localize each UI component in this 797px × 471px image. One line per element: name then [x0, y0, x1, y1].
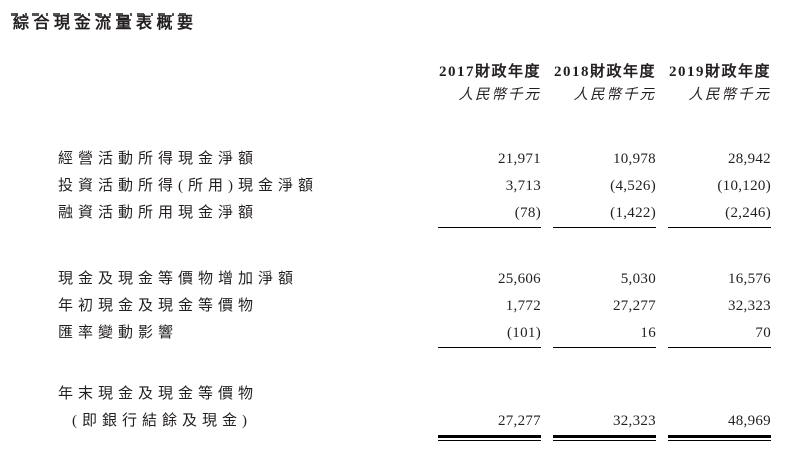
double-rule	[438, 435, 541, 441]
single-rule	[438, 227, 541, 228]
table-row-cash-at-end-of-year: 年末現金及現金等價物	[58, 381, 771, 408]
spacer-row	[58, 108, 771, 146]
double-rule	[553, 435, 656, 441]
single-rule	[668, 347, 771, 348]
section-rule-row	[58, 347, 771, 355]
cell-value: 27,277	[612, 298, 656, 314]
cell-value: (10,120)	[717, 178, 771, 194]
cell-value: 32,323	[727, 298, 771, 314]
cropped-text-remnant	[11, 13, 193, 16]
cell-value: 5,030	[620, 271, 656, 287]
label-column-header	[58, 61, 426, 83]
unit-label-fy2018: 人民幣千元	[573, 87, 656, 103]
cell-value: (4,526)	[610, 178, 656, 194]
cell-value: 1,772	[505, 298, 541, 314]
row-label: 匯率變動影響	[58, 325, 179, 341]
cell-value: 48,969	[727, 413, 771, 429]
cell-value: (1,422)	[610, 205, 656, 221]
row-label: 現金及現金等價物增加淨額	[58, 271, 299, 287]
table-row-cash-at-beginning-of-year: 年初現金及現金等價物 1,772 27,277 32,323	[58, 293, 771, 320]
row-label: 年末現金及現金等價物	[58, 386, 259, 402]
cell-value: 3,713	[505, 178, 541, 194]
table-row-exchange-rate-effect: 匯率變動影響 (101) 16 70	[58, 320, 771, 347]
table-row-bank-balances-and-cash: (即銀行結餘及現金) 27,277 32,323 48,969	[58, 408, 771, 435]
row-label: 投資活動所得(所用)現金淨額	[58, 178, 318, 194]
section-rule-row	[58, 227, 771, 235]
column-header-fy2019: 2019財政年度	[668, 64, 771, 80]
column-header-fy2017: 2017財政年度	[438, 64, 541, 80]
column-header-fy2018: 2018財政年度	[553, 64, 656, 80]
cell-value: (2,246)	[725, 205, 771, 221]
spacer-row	[58, 235, 771, 266]
unit-label-fy2017: 人民幣千元	[458, 87, 541, 103]
single-rule	[668, 227, 771, 228]
cell-value: 25,606	[497, 271, 541, 287]
cash-flow-summary-table: 2017財政年度 2018財政年度 2019財政年度 人民幣千元 人民幣千元 人…	[58, 61, 771, 443]
single-rule	[438, 347, 541, 348]
unit-label-fy2019: 人民幣千元	[688, 87, 771, 103]
single-rule	[553, 347, 656, 348]
cell-value: 10,978	[612, 151, 656, 167]
year-header-row: 2017財政年度 2018財政年度 2019財政年度	[58, 61, 771, 83]
cell-value: 16	[640, 325, 656, 341]
double-rule	[668, 435, 771, 441]
total-rule-row	[58, 435, 771, 443]
row-label: 融資活動所用現金淨額	[58, 205, 259, 221]
cell-value: 70	[755, 325, 771, 341]
row-label: 年初現金及現金等價物	[58, 298, 259, 314]
cell-value: 27,277	[497, 413, 541, 429]
unit-header-row: 人民幣千元 人民幣千元 人民幣千元	[58, 83, 771, 108]
row-label: 經營活動所得現金淨額	[58, 151, 259, 167]
table-row-net-increase-in-cash: 現金及現金等價物增加淨額 25,606 5,030 16,576	[58, 266, 771, 293]
cell-value: 28,942	[727, 151, 771, 167]
spacer-row	[58, 355, 771, 381]
cell-value: (78)	[514, 205, 541, 221]
single-rule	[553, 227, 656, 228]
cell-value: 32,323	[612, 413, 656, 429]
cell-value: (101)	[507, 325, 541, 341]
table-row-investing-activities: 投資活動所得(所用)現金淨額 3,713 (4,526) (10,120)	[58, 173, 771, 200]
table-row-operating-activities: 經營活動所得現金淨額 21,971 10,978 28,942	[58, 146, 771, 173]
row-label: (即銀行結餘及現金)	[72, 413, 252, 429]
table-row-financing-activities: 融資活動所用現金淨額 (78) (1,422) (2,246)	[58, 200, 771, 227]
cell-value: 16,576	[727, 271, 771, 287]
cell-value: 21,971	[497, 151, 541, 167]
page-title: 綜合現金流量表概要	[13, 15, 198, 32]
